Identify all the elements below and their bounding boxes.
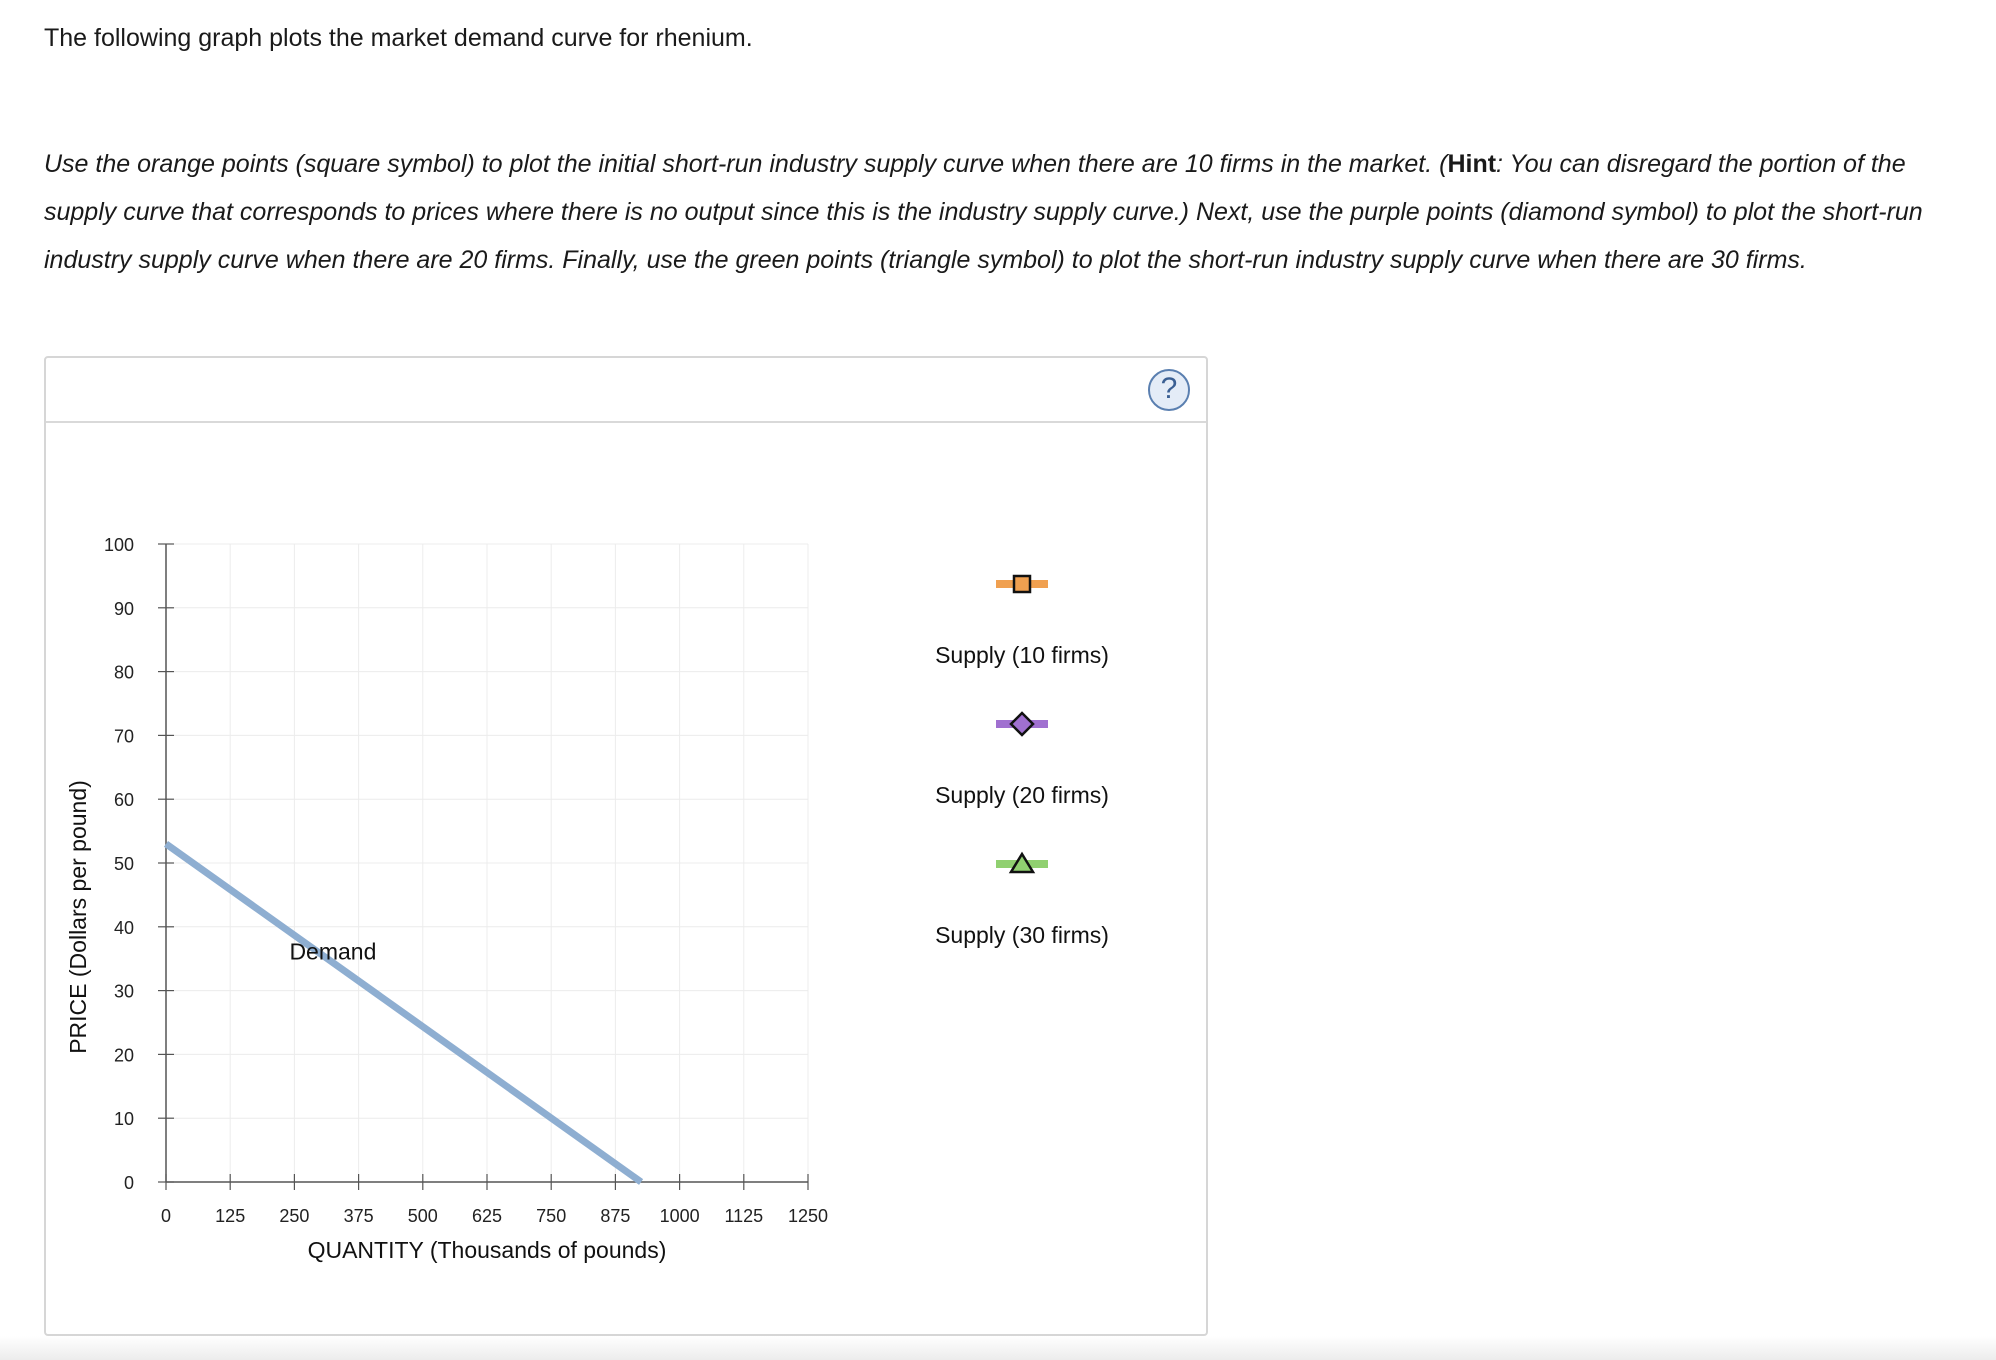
instructions-text: Use the orange points (square symbol) to… <box>44 140 1944 284</box>
y-tick-label: 90 <box>114 599 134 619</box>
panel-header: ? <box>46 358 1206 423</box>
help-button[interactable]: ? <box>1148 369 1190 411</box>
x-tick-label: 500 <box>408 1206 438 1226</box>
help-icon: ? <box>1160 372 1178 405</box>
y-tick-label: 60 <box>114 790 134 810</box>
y-tick-label: 30 <box>114 982 134 1002</box>
instructions-part1: Use the orange points (square symbol) to… <box>44 150 1448 178</box>
x-tick-label: 1125 <box>724 1206 763 1226</box>
x-tick-label: 875 <box>600 1206 630 1226</box>
x-tick-label: 250 <box>279 1206 309 1226</box>
x-tick-label: 125 <box>215 1206 245 1226</box>
y-tick-label: 50 <box>114 854 134 874</box>
x-tick-label: 0 <box>161 1206 171 1226</box>
x-tick-label: 1250 <box>788 1206 828 1226</box>
y-tick-label: 0 <box>124 1173 134 1193</box>
bottom-bar <box>0 1336 1996 1360</box>
x-axis-label: QUANTITY (Thousands of pounds) <box>308 1237 667 1263</box>
diamond-point-icon[interactable] <box>1009 711 1035 737</box>
legend-label-supply-10: Supply (10 firms) <box>935 642 1109 668</box>
y-tick-label: 100 <box>104 535 134 555</box>
x-tick-label: 1000 <box>660 1206 700 1226</box>
y-tick-label: 10 <box>114 1109 134 1129</box>
y-axis-label: PRICE (Dollars per pound) <box>65 780 91 1054</box>
intro-text: The following graph plots the market dem… <box>44 24 753 52</box>
hint-word: Hint <box>1447 150 1497 178</box>
y-tick-label: 80 <box>114 663 134 683</box>
y-tick-label: 70 <box>114 726 134 746</box>
y-tick-label: 20 <box>114 1045 134 1065</box>
y-tick-label: 40 <box>114 918 134 938</box>
demand-curve <box>163 841 644 1185</box>
x-tick-label: 375 <box>344 1206 374 1226</box>
triangle-point-icon[interactable] <box>1008 851 1036 874</box>
demand-curve-label: Demand <box>289 939 376 965</box>
legend-label-supply-20: Supply (20 firms) <box>935 782 1109 808</box>
x-tick-label: 625 <box>472 1206 502 1226</box>
graph-panel: ? 0 10 20 30 40 50 60 70 80 90 100 0 125 250 375 500 625… <box>44 356 1208 1336</box>
legend-label-supply-30: Supply (30 firms) <box>935 922 1109 948</box>
instructions-part2: : You can disregard the portion of the s… <box>44 150 1923 274</box>
x-tick-label: 750 <box>536 1206 566 1226</box>
square-point-icon[interactable] <box>1012 574 1032 594</box>
